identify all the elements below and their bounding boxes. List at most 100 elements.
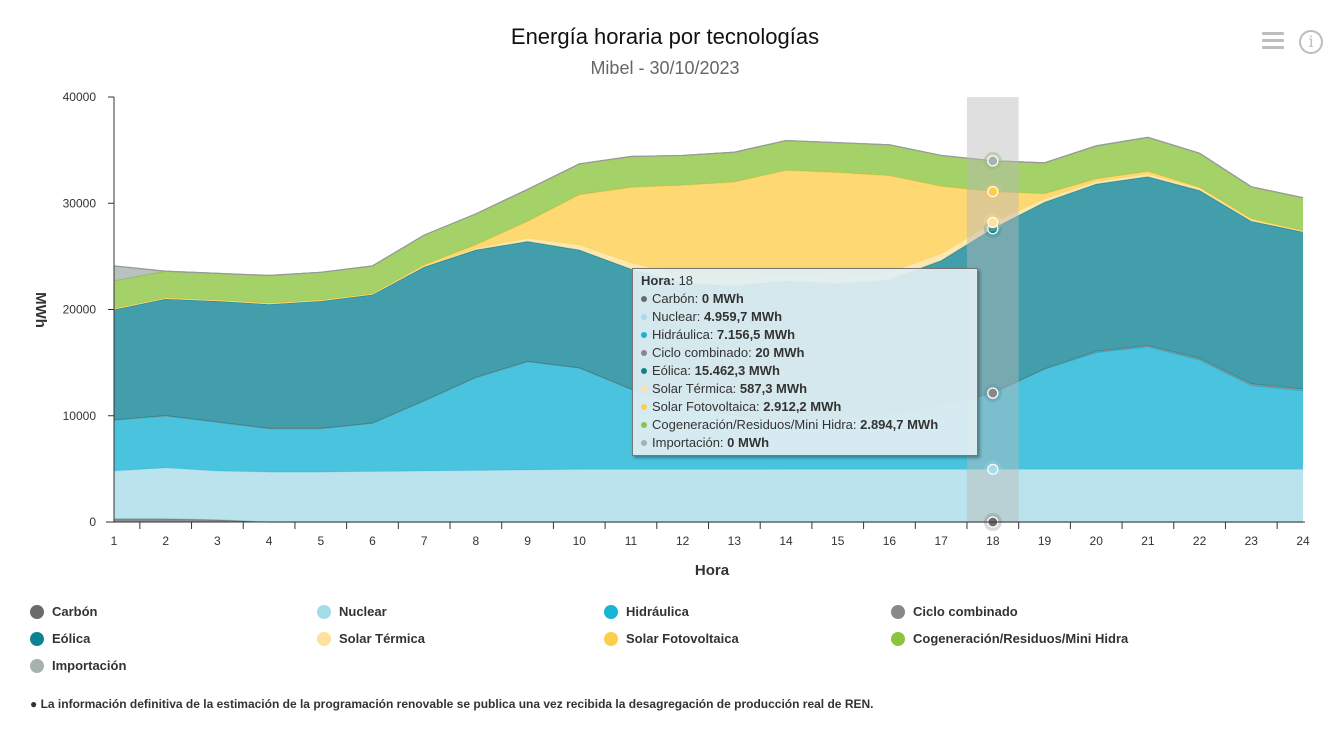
x-tick-label: 1 [111, 534, 118, 548]
series-dot-icon [641, 295, 647, 302]
legend-label: Solar Térmica [339, 631, 425, 646]
tooltip-row: Nuclear: 4.959,7 MWh [641, 308, 969, 326]
hamburger-menu-icon[interactable] [1262, 32, 1284, 50]
legend-label: Importación [52, 658, 127, 673]
series-dot-icon [641, 331, 647, 338]
x-tick-label: 13 [728, 534, 742, 548]
tooltip-row-value: 4.959,7 MWh [704, 309, 783, 324]
area-nuclear[interactable] [114, 467, 1303, 522]
y-tick-label: 0 [89, 515, 96, 529]
legend-item-solar-termica[interactable]: Solar Térmica [317, 631, 425, 647]
legend-item-cogeneracion-residuos-mini-hidra[interactable]: Cogeneración/Residuos/Mini Hidra [891, 631, 1128, 647]
x-tick-label: 12 [676, 534, 690, 548]
legend-swatch-icon [317, 631, 331, 646]
legend-label: Cogeneración/Residuos/Mini Hidra [913, 631, 1129, 646]
x-tick-label: 7 [421, 534, 428, 548]
total-outline [113, 136, 1304, 277]
legend-item-eolica[interactable]: Eólica [30, 631, 90, 647]
series-dot-icon [641, 421, 647, 428]
legend-item-solar-fotovoltaica[interactable]: Solar Fotovoltaica [604, 631, 739, 647]
legend-item-nuclear[interactable]: Nuclear [317, 604, 387, 620]
series-dot-icon [641, 349, 647, 356]
series-dot-icon [641, 385, 647, 392]
x-tick-label: 6 [369, 534, 376, 548]
marker-solar-fotovoltaica [987, 185, 999, 198]
tooltip-row-label: Eólica: [652, 363, 695, 378]
x-tick-label: 2 [162, 534, 169, 548]
tooltip-row: Cogeneración/Residuos/Mini Hidra: 2.894,… [641, 416, 969, 434]
x-tick-label: 22 [1193, 534, 1207, 548]
x-tick-label: 16 [883, 534, 897, 548]
series-dot-icon [641, 403, 647, 410]
tooltip-row-value: 2.912,2 MWh [763, 399, 842, 414]
tooltip-header-value: 18 [678, 273, 694, 288]
area-cogeneracion-residuos-mini-hidra[interactable] [114, 137, 1303, 309]
x-tick-label: 17 [934, 534, 948, 548]
legend-swatch-icon [30, 658, 44, 673]
info-icon[interactable]: i [1299, 30, 1323, 54]
tooltip-row-value: 0 MWh [727, 435, 770, 450]
tooltip-row-value: 7.156,5 MWh [717, 327, 796, 342]
area-solar-fotovoltaica[interactable] [114, 170, 1303, 309]
x-tick-label: 10 [573, 534, 587, 548]
x-tick-label: 19 [1038, 534, 1052, 548]
tooltip-header: Hora: 18 [641, 272, 969, 290]
x-tick-label: 11 [625, 534, 638, 548]
tooltip-row-value: 2.894,7 MWh [860, 417, 939, 432]
x-tick-label: 8 [473, 534, 480, 548]
series-dot-icon [641, 439, 647, 446]
legend-label: Eólica [52, 631, 91, 646]
y-tick-label: 20000 [63, 303, 97, 317]
series-dot-icon [641, 313, 647, 320]
marker-importacion [987, 155, 999, 167]
area-hidraulica[interactable] [114, 346, 1303, 473]
x-tick-label: 20 [1090, 534, 1104, 548]
legend-swatch-icon [30, 604, 44, 619]
x-tick-label: 18 [986, 534, 1000, 548]
legend-swatch-icon [891, 604, 905, 619]
tooltip-row-label: Carbón: [652, 291, 702, 306]
tooltip-row-label: Solar Fotovoltaica: [652, 399, 764, 414]
legend-label: Nuclear [339, 604, 387, 619]
series-dot-icon [641, 367, 647, 374]
legend-label: Carbón [52, 604, 98, 619]
tooltip-row-value: 0 MWh [701, 291, 744, 306]
tooltip-row: Solar Térmica: 587,3 MWh [641, 380, 969, 398]
chart-subtitle: Mibel - 30/10/2023 [590, 58, 740, 78]
x-tick-label: 24 [1296, 534, 1310, 548]
tooltip-header-label: Hora: [641, 273, 675, 288]
tooltip-row-label: Cogeneración/Residuos/Mini Hidra: [652, 417, 861, 432]
x-tick-label: 9 [524, 534, 531, 548]
legend-label: Solar Fotovoltaica [626, 631, 739, 646]
y-tick-label: 10000 [63, 409, 97, 423]
x-tick-label: 4 [266, 534, 273, 548]
legend-swatch-icon [30, 631, 44, 646]
tooltip-row-label: Hidráulica: [652, 327, 718, 342]
tooltip: Hora: 18 Carbón: 0 MWh Nuclear: 4.959,7 M… [632, 268, 978, 456]
tooltip-row: Ciclo combinado: 20 MWh [641, 344, 969, 362]
x-tick-label: 14 [779, 534, 793, 548]
x-tick-label: 15 [831, 534, 845, 548]
tooltip-row: Eólica: 15.462,3 MWh [641, 362, 969, 380]
legend-swatch-icon [317, 604, 331, 619]
tooltip-row: Importación: 0 MWh [641, 434, 969, 452]
tooltip-row-value: 587,3 MWh [739, 381, 808, 396]
tooltip-row-value: 20 MWh [755, 345, 805, 360]
tooltip-row-label: Ciclo combinado: [652, 345, 756, 360]
marker-solar-termica [987, 216, 999, 229]
marker-nuclear [987, 463, 999, 475]
x-tick-label: 5 [317, 534, 324, 548]
y-axis-title: MWh [32, 292, 49, 328]
footnote: ● La información definitiva de la estima… [30, 697, 874, 711]
tooltip-row-label: Nuclear: [652, 309, 705, 324]
legend-item-importacion[interactable]: Importación [30, 658, 126, 674]
marker-ciclo-combinado [987, 387, 999, 399]
legend-item-hidraulica[interactable]: Hidráulica [604, 604, 689, 620]
x-axis-title: Hora [695, 562, 730, 579]
legend-item-carbon[interactable]: Carbón [30, 604, 98, 620]
legend-swatch-icon [604, 631, 618, 646]
legend-item-ciclo-combinado[interactable]: Ciclo combinado [891, 604, 1018, 620]
legend-label: Ciclo combinado [913, 604, 1018, 619]
y-tick-label: 40000 [63, 90, 97, 104]
legend-swatch-icon [604, 604, 618, 619]
